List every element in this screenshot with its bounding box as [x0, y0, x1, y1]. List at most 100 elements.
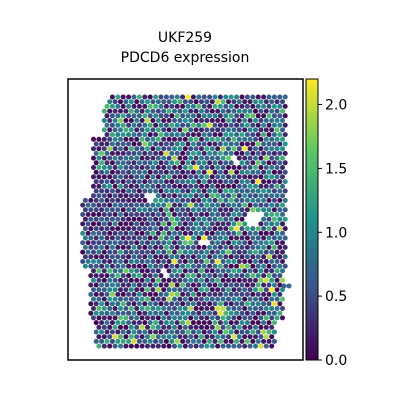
expression-spot — [99, 188, 105, 194]
expression-spot — [118, 99, 123, 105]
expression-spot — [212, 197, 218, 203]
expression-spot — [99, 320, 105, 326]
expression-spot — [101, 127, 107, 133]
expression-spot — [199, 155, 204, 161]
expression-spot — [242, 118, 248, 123]
expression-spot — [136, 282, 142, 288]
expression-spot — [82, 263, 88, 269]
expression-spot — [166, 277, 172, 283]
expression-spot — [193, 306, 199, 311]
expression-spot — [142, 235, 148, 241]
expression-spot — [155, 249, 161, 255]
expression-spot — [234, 244, 240, 250]
expression-spot — [101, 146, 107, 152]
expression-spot — [153, 103, 159, 109]
expression-spot — [172, 127, 177, 133]
expression-spot — [172, 249, 177, 255]
expression-spot — [166, 343, 172, 349]
expression-spot — [207, 329, 213, 335]
expression-spot — [236, 155, 242, 161]
expression-spot — [244, 320, 250, 326]
expression-spot — [91, 315, 96, 321]
expression-spot — [199, 183, 204, 189]
expression-spot — [158, 291, 164, 297]
expression-spot — [182, 99, 188, 105]
expression-spot — [99, 301, 105, 307]
expression-spot — [161, 155, 167, 161]
expression-spot — [263, 287, 269, 293]
expression-spot — [96, 259, 102, 264]
expression-spot — [185, 113, 191, 119]
expression-spot — [166, 165, 172, 170]
expression-spot — [258, 306, 264, 311]
expression-spot — [96, 202, 102, 208]
expression-spot — [228, 291, 234, 297]
expression-spot — [99, 197, 105, 203]
expression-spot — [236, 343, 242, 349]
expression-spot — [128, 136, 134, 142]
expression-spot — [161, 165, 167, 170]
expression-spot — [99, 338, 105, 344]
expression-spot — [204, 165, 210, 170]
expression-spot — [107, 212, 113, 217]
expression-spot — [212, 94, 218, 100]
expression-spot — [169, 226, 175, 232]
expression-spot — [274, 136, 280, 142]
expression-spot — [239, 188, 245, 194]
expression-spot — [255, 244, 261, 250]
expression-spot — [134, 99, 140, 105]
expression-spot — [91, 155, 96, 161]
expression-spot — [139, 306, 145, 311]
expression-spot — [115, 329, 121, 335]
expression-spot — [115, 226, 121, 232]
expression-spot — [263, 127, 269, 133]
expression-spot — [266, 263, 272, 269]
expression-spot — [166, 136, 172, 142]
expression-spot — [155, 127, 161, 133]
expression-spot — [193, 127, 199, 133]
expression-spot — [261, 103, 267, 109]
expression-spot — [107, 146, 113, 152]
expression-spot — [150, 230, 156, 236]
expression-spot — [209, 146, 215, 152]
expression-spot — [153, 273, 159, 279]
expression-spot — [134, 146, 140, 152]
expression-spot — [261, 179, 267, 185]
expression-spot — [172, 268, 177, 274]
expression-spot — [147, 226, 153, 232]
expression-spot — [142, 254, 148, 260]
expression-spot — [161, 221, 167, 227]
expression-spot — [134, 249, 140, 255]
expression-spot — [145, 165, 150, 170]
expression-spot — [271, 207, 277, 213]
expression-spot — [250, 179, 256, 185]
expression-spot — [261, 226, 267, 232]
expression-spot — [120, 150, 126, 156]
expression-spot — [236, 296, 242, 302]
expression-spot — [190, 263, 196, 269]
expression-spot — [269, 315, 275, 321]
expression-spot — [282, 141, 288, 147]
expression-spot — [207, 150, 213, 156]
expression-spot — [220, 165, 226, 170]
expression-spot — [226, 230, 231, 236]
expression-spot — [161, 212, 167, 217]
expression-spot — [126, 301, 132, 307]
expression-spot — [217, 254, 223, 260]
expression-spot — [247, 165, 253, 170]
expression-spot — [99, 216, 105, 222]
expression-spot — [126, 226, 132, 232]
expression-spot — [253, 127, 258, 133]
expression-spot — [185, 263, 191, 269]
expression-spot — [150, 174, 156, 180]
expression-spot — [209, 277, 215, 283]
expression-spot — [234, 282, 240, 288]
expression-spot — [174, 103, 180, 109]
expression-spot — [242, 324, 248, 330]
expression-spot — [223, 141, 229, 147]
expression-spot — [228, 216, 234, 222]
expression-spot — [266, 103, 272, 109]
expression-spot — [253, 296, 258, 302]
expression-spot — [158, 301, 164, 307]
expression-spot — [239, 320, 245, 326]
